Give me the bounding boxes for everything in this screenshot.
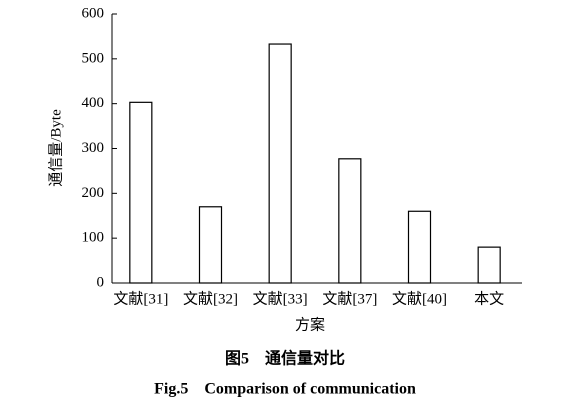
y-tick-label: 0 xyxy=(97,274,105,290)
y-tick-label: 200 xyxy=(82,185,105,201)
bar xyxy=(338,158,362,284)
x-tick-label: 文献[37] xyxy=(322,290,377,307)
bar xyxy=(198,206,223,284)
y-axis-label: 通信量/Byte xyxy=(47,109,64,187)
bar xyxy=(268,43,292,284)
y-tick-label: 500 xyxy=(82,50,105,66)
x-tick-label: 文献[32] xyxy=(183,290,238,307)
x-tick-label: 文献[33] xyxy=(253,290,308,307)
bar xyxy=(129,101,153,284)
chart-subtitle: Fig.5 Comparison of communication xyxy=(154,381,416,398)
x-axis-label: 方案 xyxy=(295,315,325,333)
y-tick-label: 600 xyxy=(82,5,105,21)
bar xyxy=(477,246,501,284)
x-tick-label: 文献[31] xyxy=(113,290,168,307)
y-tick-label: 400 xyxy=(82,95,105,111)
y-tick-label: 300 xyxy=(82,140,105,156)
chart-title: 图5 通信量对比 xyxy=(225,349,345,368)
bar xyxy=(407,210,432,284)
x-tick-label: 本文 xyxy=(474,290,504,307)
y-tick-label: 100 xyxy=(82,230,105,246)
x-tick-label: 文献[40] xyxy=(392,290,447,307)
